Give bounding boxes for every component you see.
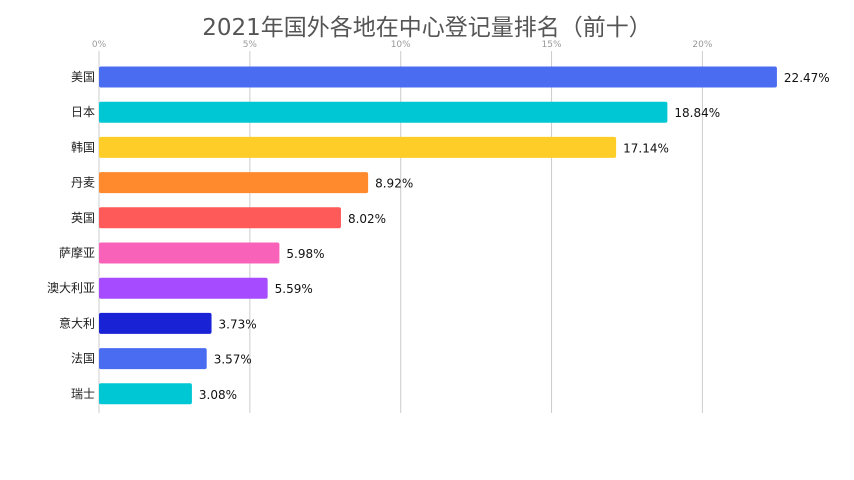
bar — [99, 242, 280, 264]
chart-title: 2021年国外各地在中心登记量排名（前十） — [202, 15, 652, 41]
category-label: 美国 — [71, 70, 95, 84]
bar — [99, 207, 341, 229]
data-label: 3.57% — [214, 353, 252, 367]
data-label: 22.47% — [784, 71, 830, 85]
bar — [99, 66, 777, 88]
data-label: 17.14% — [623, 141, 669, 155]
data-label: 18.84% — [674, 106, 720, 120]
x-tick-label: 5% — [243, 40, 258, 50]
bar — [99, 101, 668, 123]
category-label: 澳大利亚 — [47, 281, 95, 295]
bar — [99, 172, 369, 194]
category-label: 丹麦 — [71, 176, 95, 190]
bar — [99, 312, 212, 334]
category-label: 韩国 — [71, 139, 95, 154]
data-label: 5.59% — [275, 282, 313, 296]
x-tick-label: 15% — [542, 40, 562, 50]
category-label: 英国 — [71, 211, 95, 225]
bar — [99, 277, 268, 299]
bar — [99, 383, 192, 405]
bar — [99, 348, 207, 370]
data-label: 8.02% — [348, 212, 386, 226]
data-label: 3.08% — [199, 388, 237, 402]
category-label: 法国 — [71, 352, 95, 366]
category-label: 萨摩亚 — [59, 245, 95, 260]
category-label: 日本 — [71, 105, 95, 119]
bar — [99, 136, 617, 158]
category-label: 瑞士 — [71, 387, 95, 401]
x-tick-label: 20% — [692, 40, 712, 50]
data-label: 8.92% — [375, 177, 413, 191]
data-label: 3.73% — [219, 317, 257, 331]
x-tick-label: 10% — [391, 40, 411, 50]
category-label: 意大利 — [59, 315, 95, 330]
x-tick-label: 0% — [92, 40, 107, 50]
data-label: 5.98% — [286, 247, 324, 261]
